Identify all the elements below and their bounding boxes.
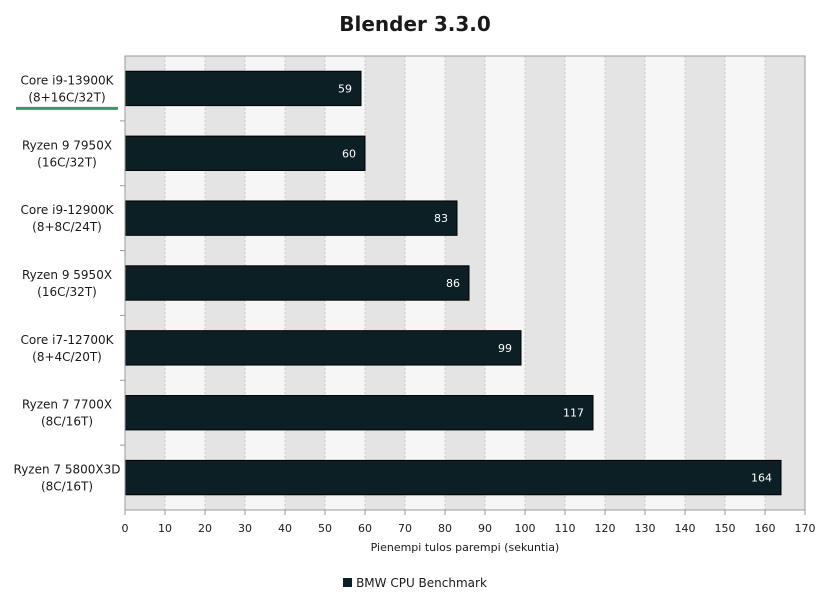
bar (124, 265, 470, 301)
plot-border (124, 55, 806, 511)
category-sublabel: (16C/32T) (37, 155, 97, 169)
plot-band (605, 56, 645, 510)
legend: BMW CPU Benchmark (0, 576, 830, 590)
category-label: Core i7-12700K (21, 333, 115, 347)
x-tick-label: 50 (318, 522, 332, 535)
x-tick-label: 130 (635, 522, 656, 535)
category-label: Core i9-12900K (21, 203, 115, 217)
plot-band (565, 56, 605, 510)
category-sublabel: (8C/16T) (41, 415, 93, 429)
category-label: Ryzen 7 5800X3D (14, 463, 121, 477)
x-tick-label: 20 (198, 522, 212, 535)
category-sublabel: (8+16C/32T) (28, 90, 105, 104)
plot-band (485, 56, 525, 510)
bar-value-label: 59 (338, 82, 352, 95)
x-tick-label: 40 (278, 522, 292, 535)
x-tick-label: 100 (515, 522, 536, 535)
category-sublabel: (16C/32T) (37, 285, 97, 299)
chart-title: Blender 3.3.0 (339, 12, 491, 36)
x-tick-label: 160 (755, 522, 776, 535)
plot-band (725, 56, 765, 510)
x-tick-label: 30 (238, 522, 252, 535)
category-label: Ryzen 9 5950X (22, 268, 112, 282)
labels: 59 Core i9-13900K (8+16C/32T) 60 Ryzen 9 795… (14, 73, 816, 554)
bar (124, 459, 782, 496)
x-tick-label: 60 (358, 522, 372, 535)
x-tick-label: 70 (398, 522, 412, 535)
bar (124, 330, 522, 366)
x-axis-title: Pienempi tulos parempi (sekuntia) (371, 541, 560, 554)
x-tick-label: 120 (595, 522, 616, 535)
plot-band (765, 56, 805, 510)
axes (120, 55, 806, 515)
plot-band (525, 56, 565, 510)
category-sublabel: (8+8C/24T) (32, 220, 102, 234)
bar-value-label: 86 (446, 277, 460, 290)
plot-band (645, 56, 685, 510)
category-label: Core i9-13900K (21, 73, 115, 87)
bar-value-label: 83 (434, 212, 448, 225)
x-tick-label: 140 (675, 522, 696, 535)
category-label: Ryzen 7 7700X (22, 398, 112, 412)
x-tick-label: 110 (555, 522, 576, 535)
bar-value-label: 164 (751, 472, 772, 485)
bar (124, 135, 366, 171)
x-tick-label: 80 (438, 522, 452, 535)
legend-swatch (343, 578, 353, 587)
bar (124, 200, 458, 236)
category-sublabel: (8C/16T) (41, 480, 93, 494)
x-tick-label: 0 (122, 522, 129, 535)
bar-value-label: 99 (498, 342, 512, 355)
category-label: Ryzen 9 7950X (22, 138, 112, 152)
legend-label: BMW CPU Benchmark (356, 576, 487, 590)
x-tick-label: 10 (158, 522, 172, 535)
bar (124, 70, 362, 107)
x-tick-label: 90 (478, 522, 492, 535)
x-tick-label: 170 (795, 522, 816, 535)
plot-band (685, 56, 725, 510)
bar-value-label: 60 (342, 147, 356, 160)
bar-value-label: 117 (563, 407, 584, 420)
category-sublabel: (8+4C/20T) (32, 350, 102, 364)
x-tick-label: 150 (715, 522, 736, 535)
bar (124, 395, 594, 431)
